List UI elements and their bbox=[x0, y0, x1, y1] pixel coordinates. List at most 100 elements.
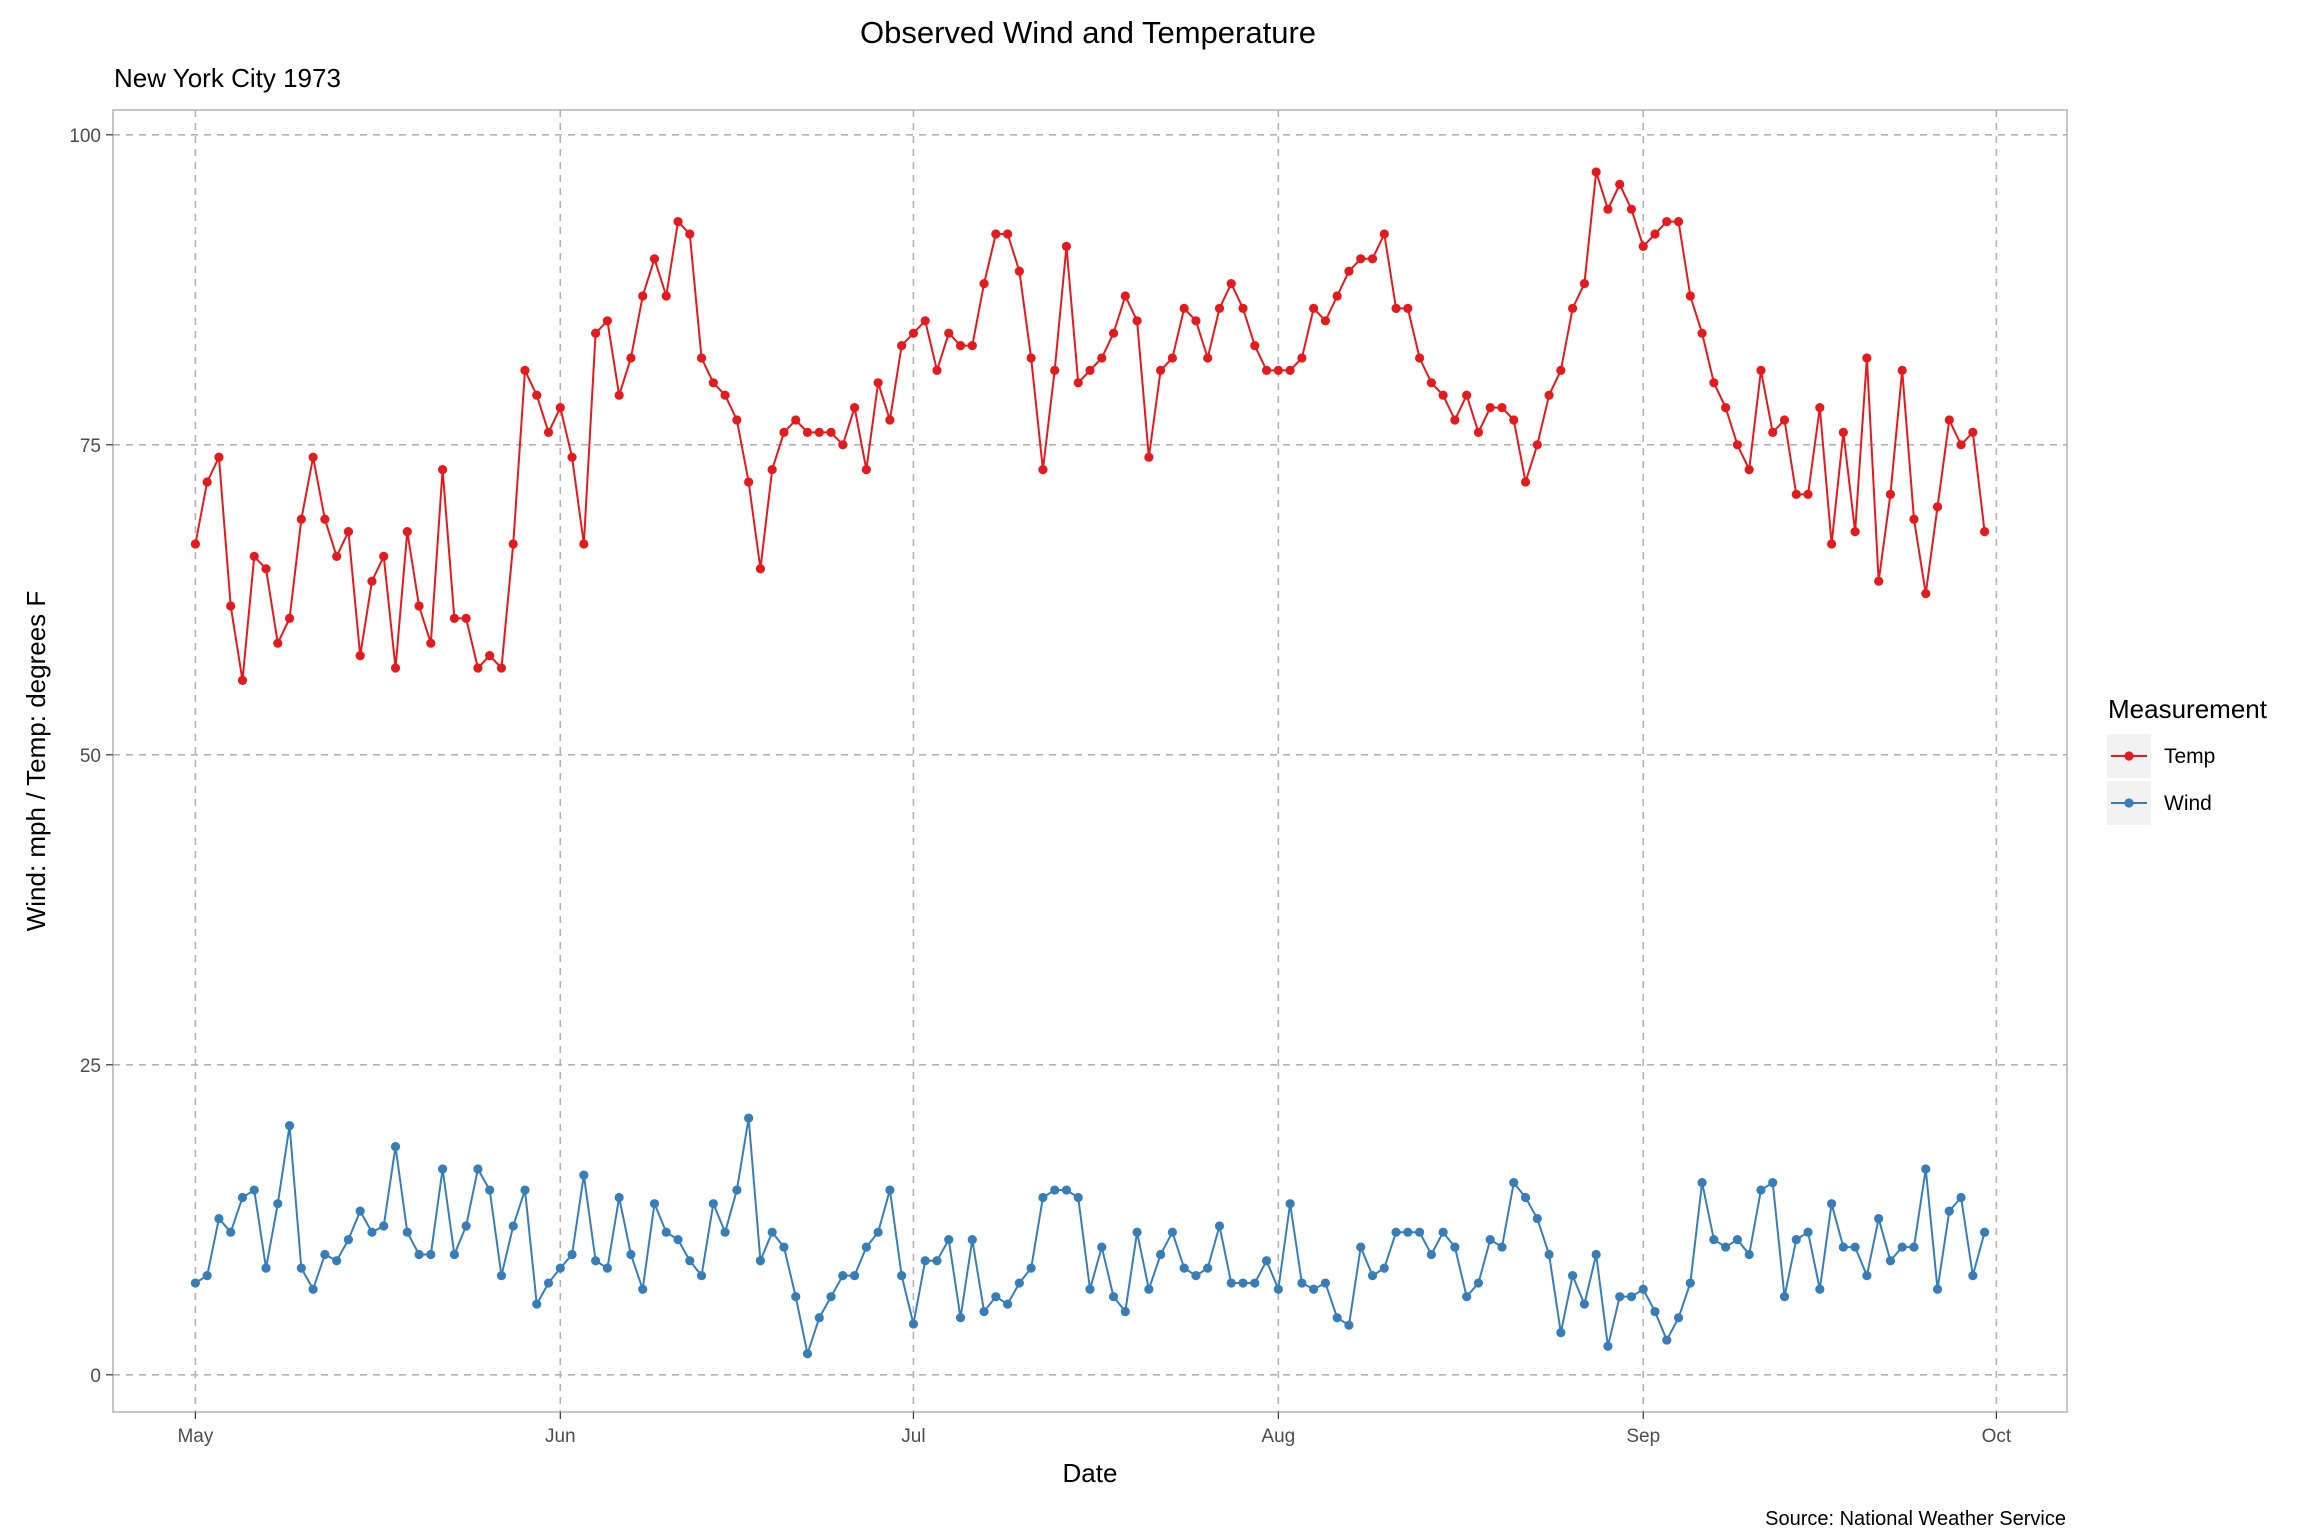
point-wind-68 bbox=[979, 1306, 989, 1317]
point-wind-141 bbox=[1838, 1242, 1848, 1252]
point-temp-97 bbox=[1320, 316, 1331, 326]
point-temp-82 bbox=[1144, 452, 1154, 462]
point-wind-132 bbox=[1732, 1235, 1743, 1245]
point-wind-91 bbox=[1250, 1278, 1260, 1288]
point-temp-50 bbox=[767, 465, 777, 475]
point-wind-121 bbox=[1603, 1341, 1613, 1351]
point-wind-81 bbox=[1132, 1227, 1142, 1237]
point-wind-33 bbox=[567, 1249, 577, 1260]
point-temp-70 bbox=[1003, 229, 1013, 239]
point-wind-65 bbox=[944, 1235, 954, 1245]
point-wind-26 bbox=[485, 1185, 495, 1195]
point-wind-45 bbox=[708, 1199, 718, 1209]
point-wind-113 bbox=[1509, 1178, 1519, 1188]
point-temp-108 bbox=[1450, 415, 1460, 425]
point-temp-87 bbox=[1203, 353, 1213, 363]
point-temp-55 bbox=[826, 427, 836, 437]
point-temp-86 bbox=[1191, 316, 1201, 326]
point-wind-29 bbox=[520, 1185, 530, 1195]
point-temp-140 bbox=[1826, 539, 1837, 549]
point-wind-78 bbox=[1097, 1242, 1107, 1252]
point-temp-137 bbox=[1791, 489, 1801, 499]
point-temp-106 bbox=[1426, 378, 1436, 388]
point-wind-151 bbox=[1956, 1192, 1966, 1203]
point-wind-70 bbox=[1003, 1299, 1013, 1309]
point-temp-74 bbox=[1050, 365, 1060, 375]
point-temp-12 bbox=[320, 514, 330, 524]
point-temp-2 bbox=[202, 477, 212, 487]
y-axis: 0 25 50 75 100 bbox=[69, 126, 113, 1387]
point-temp-66 bbox=[955, 341, 966, 351]
grid-lines bbox=[113, 110, 2067, 1412]
point-wind-140 bbox=[1826, 1199, 1837, 1209]
point-wind-54 bbox=[814, 1313, 824, 1323]
tick-label-x-oct: Oct bbox=[1982, 1426, 2012, 1447]
point-wind-87 bbox=[1203, 1263, 1213, 1273]
point-wind-62 bbox=[908, 1319, 919, 1329]
tick-label-y-25: 25 bbox=[80, 1056, 101, 1077]
point-temp-119 bbox=[1579, 279, 1589, 289]
point-wind-52 bbox=[791, 1292, 801, 1302]
point-wind-27 bbox=[496, 1271, 507, 1281]
point-wind-7 bbox=[261, 1263, 271, 1273]
point-wind-110 bbox=[1473, 1278, 1484, 1288]
point-temp-26 bbox=[485, 651, 495, 661]
point-wind-131 bbox=[1721, 1242, 1731, 1252]
point-temp-134 bbox=[1756, 365, 1766, 375]
point-temp-61 bbox=[897, 341, 907, 351]
point-wind-55 bbox=[826, 1292, 836, 1302]
point-temp-46 bbox=[720, 390, 730, 400]
point-wind-120 bbox=[1591, 1249, 1601, 1260]
point-temp-10 bbox=[296, 514, 306, 524]
point-wind-77 bbox=[1085, 1284, 1095, 1294]
point-wind-5 bbox=[237, 1192, 248, 1203]
point-temp-141 bbox=[1838, 427, 1848, 437]
point-temp-42 bbox=[673, 217, 683, 227]
point-wind-115 bbox=[1532, 1213, 1542, 1224]
point-wind-6 bbox=[249, 1185, 259, 1195]
point-temp-88 bbox=[1214, 303, 1225, 313]
point-wind-111 bbox=[1485, 1235, 1495, 1245]
point-temp-77 bbox=[1085, 365, 1095, 375]
point-wind-94 bbox=[1285, 1199, 1295, 1209]
point-wind-134 bbox=[1756, 1185, 1766, 1195]
point-temp-123 bbox=[1626, 204, 1637, 214]
point-temp-23 bbox=[449, 613, 459, 624]
point-temp-58 bbox=[861, 465, 871, 475]
point-temp-21 bbox=[426, 638, 436, 648]
point-temp-109 bbox=[1462, 390, 1472, 400]
point-temp-41 bbox=[661, 291, 671, 301]
point-wind-99 bbox=[1344, 1320, 1354, 1330]
point-wind-128 bbox=[1685, 1278, 1695, 1288]
point-wind-97 bbox=[1320, 1278, 1331, 1288]
point-temp-60 bbox=[885, 415, 895, 425]
point-temp-111 bbox=[1485, 403, 1495, 413]
point-wind-19 bbox=[402, 1227, 412, 1237]
series-temp bbox=[190, 167, 1990, 686]
point-temp-65 bbox=[944, 328, 954, 338]
point-wind-86 bbox=[1191, 1271, 1201, 1281]
tick-label-y-0: 0 bbox=[90, 1366, 101, 1387]
point-temp-145 bbox=[1885, 489, 1896, 499]
point-wind-20 bbox=[414, 1249, 424, 1260]
point-wind-150 bbox=[1944, 1206, 1954, 1216]
point-temp-128 bbox=[1685, 291, 1695, 301]
tick-label-y-100: 100 bbox=[69, 126, 101, 147]
point-temp-99 bbox=[1344, 266, 1354, 276]
point-wind-101 bbox=[1367, 1271, 1378, 1281]
point-wind-31 bbox=[543, 1278, 554, 1288]
point-temp-54 bbox=[814, 427, 824, 437]
point-wind-41 bbox=[661, 1227, 671, 1237]
point-wind-104 bbox=[1403, 1227, 1413, 1237]
point-wind-18 bbox=[390, 1142, 401, 1152]
point-temp-16 bbox=[367, 576, 377, 586]
point-wind-116 bbox=[1544, 1249, 1554, 1260]
point-wind-108 bbox=[1450, 1242, 1460, 1252]
point-temp-100 bbox=[1356, 254, 1366, 264]
point-temp-75 bbox=[1061, 241, 1072, 251]
point-wind-66 bbox=[955, 1313, 966, 1323]
point-temp-121 bbox=[1603, 204, 1613, 214]
point-wind-98 bbox=[1332, 1313, 1342, 1323]
point-temp-131 bbox=[1721, 403, 1731, 413]
